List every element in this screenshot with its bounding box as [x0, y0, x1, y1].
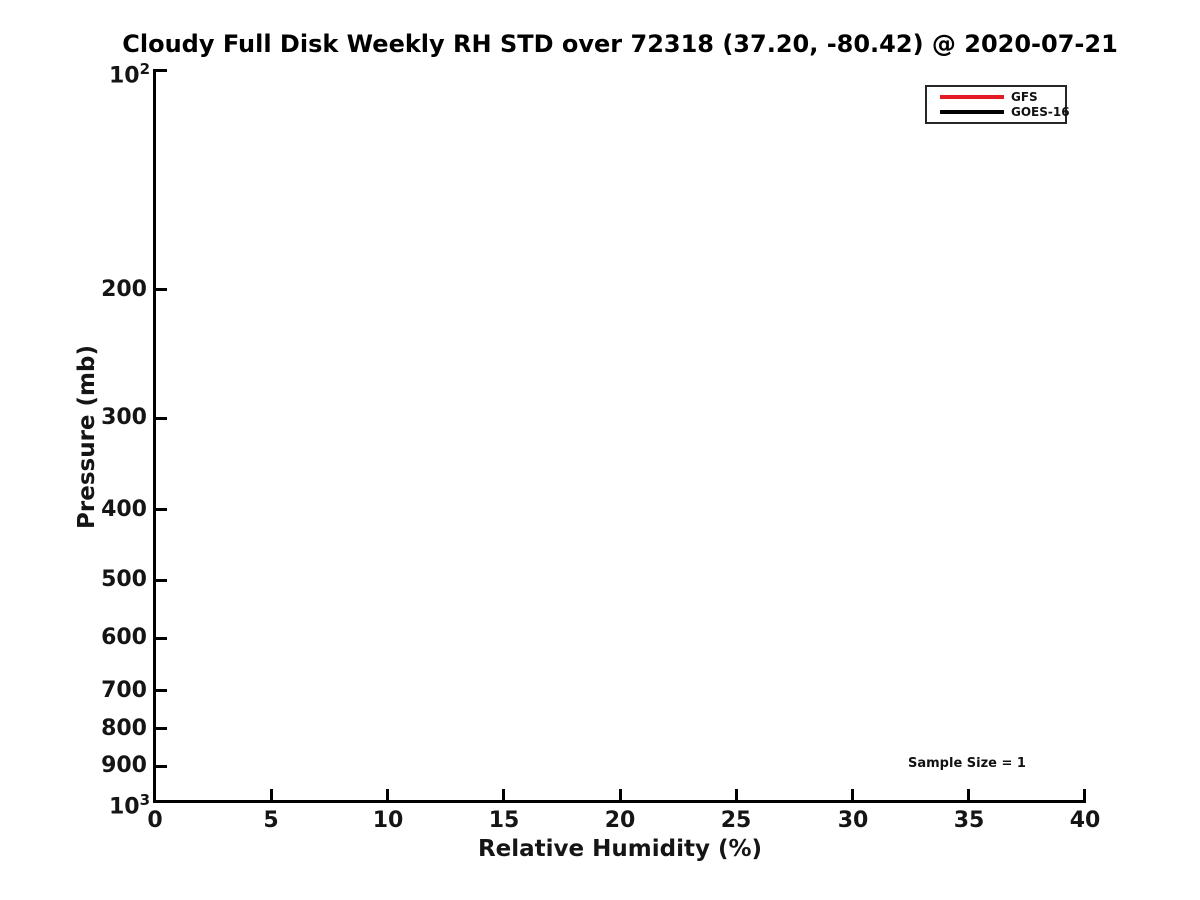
x-tick-label: 20 — [604, 808, 636, 833]
x-tick — [270, 789, 273, 800]
chart-title: Cloudy Full Disk Weekly RH STD over 7231… — [122, 30, 1118, 58]
y-exp-sup: 2 — [139, 60, 150, 78]
y-tick — [156, 637, 167, 640]
x-tick — [1083, 789, 1086, 800]
y-tick-label-1000: 103 — [45, 788, 150, 819]
y-tick — [156, 689, 167, 692]
y-tick-label: 700 — [101, 678, 147, 703]
y-axis-spine — [153, 69, 156, 803]
gfs-line-swatch — [940, 95, 1004, 99]
x-tick-label: 30 — [837, 808, 869, 833]
goes16-line-swatch — [940, 110, 1004, 114]
y-tick-label: 900 — [101, 753, 147, 778]
x-tick — [619, 789, 622, 800]
y-tick — [156, 69, 167, 72]
x-tick — [851, 789, 854, 800]
y-tick — [156, 288, 167, 291]
legend-entry-goes16: GOES-16 — [940, 105, 1070, 119]
x-tick — [502, 789, 505, 800]
y-tick-label: 500 — [101, 567, 147, 592]
x-tick — [967, 789, 970, 800]
x-axis-label: Relative Humidity (%) — [477, 836, 763, 862]
legend-entry-gfs: GFS — [940, 90, 1057, 104]
y-exp-base: 10 — [108, 63, 140, 89]
y-tick-label: 600 — [101, 625, 147, 650]
legend-label-gfs: GFS — [1011, 90, 1038, 104]
x-tick — [386, 789, 389, 800]
y-tick-label: 400 — [101, 497, 147, 522]
legend-box: GFS GOES-16 — [925, 85, 1070, 124]
y-tick — [156, 765, 167, 768]
y-tick — [156, 417, 167, 420]
y-tick-label-100: 102 — [45, 57, 150, 88]
x-tick-label: 5 — [263, 808, 279, 833]
x-tick-label: 10 — [372, 808, 404, 833]
y-tick-label: 200 — [101, 277, 147, 302]
x-tick-label: 25 — [720, 808, 752, 833]
y-tick — [156, 508, 167, 511]
legend-label-goes16: GOES-16 — [1011, 105, 1070, 119]
y-tick-label: 800 — [101, 716, 147, 741]
y-tick — [156, 727, 167, 730]
y-exp-base: 10 — [108, 794, 140, 820]
y-tick — [156, 579, 167, 582]
y-exp-sup: 3 — [139, 791, 150, 809]
sample-size-annotation: Sample Size = 1 — [908, 756, 1026, 771]
y-tick-label: 300 — [101, 405, 147, 430]
x-tick — [735, 789, 738, 800]
x-tick-label: 40 — [1069, 808, 1101, 833]
x-axis-spine — [153, 800, 1086, 803]
x-tick-label: 15 — [488, 808, 520, 833]
x-tick-label: 0 — [147, 808, 163, 833]
x-tick-label: 35 — [953, 808, 985, 833]
